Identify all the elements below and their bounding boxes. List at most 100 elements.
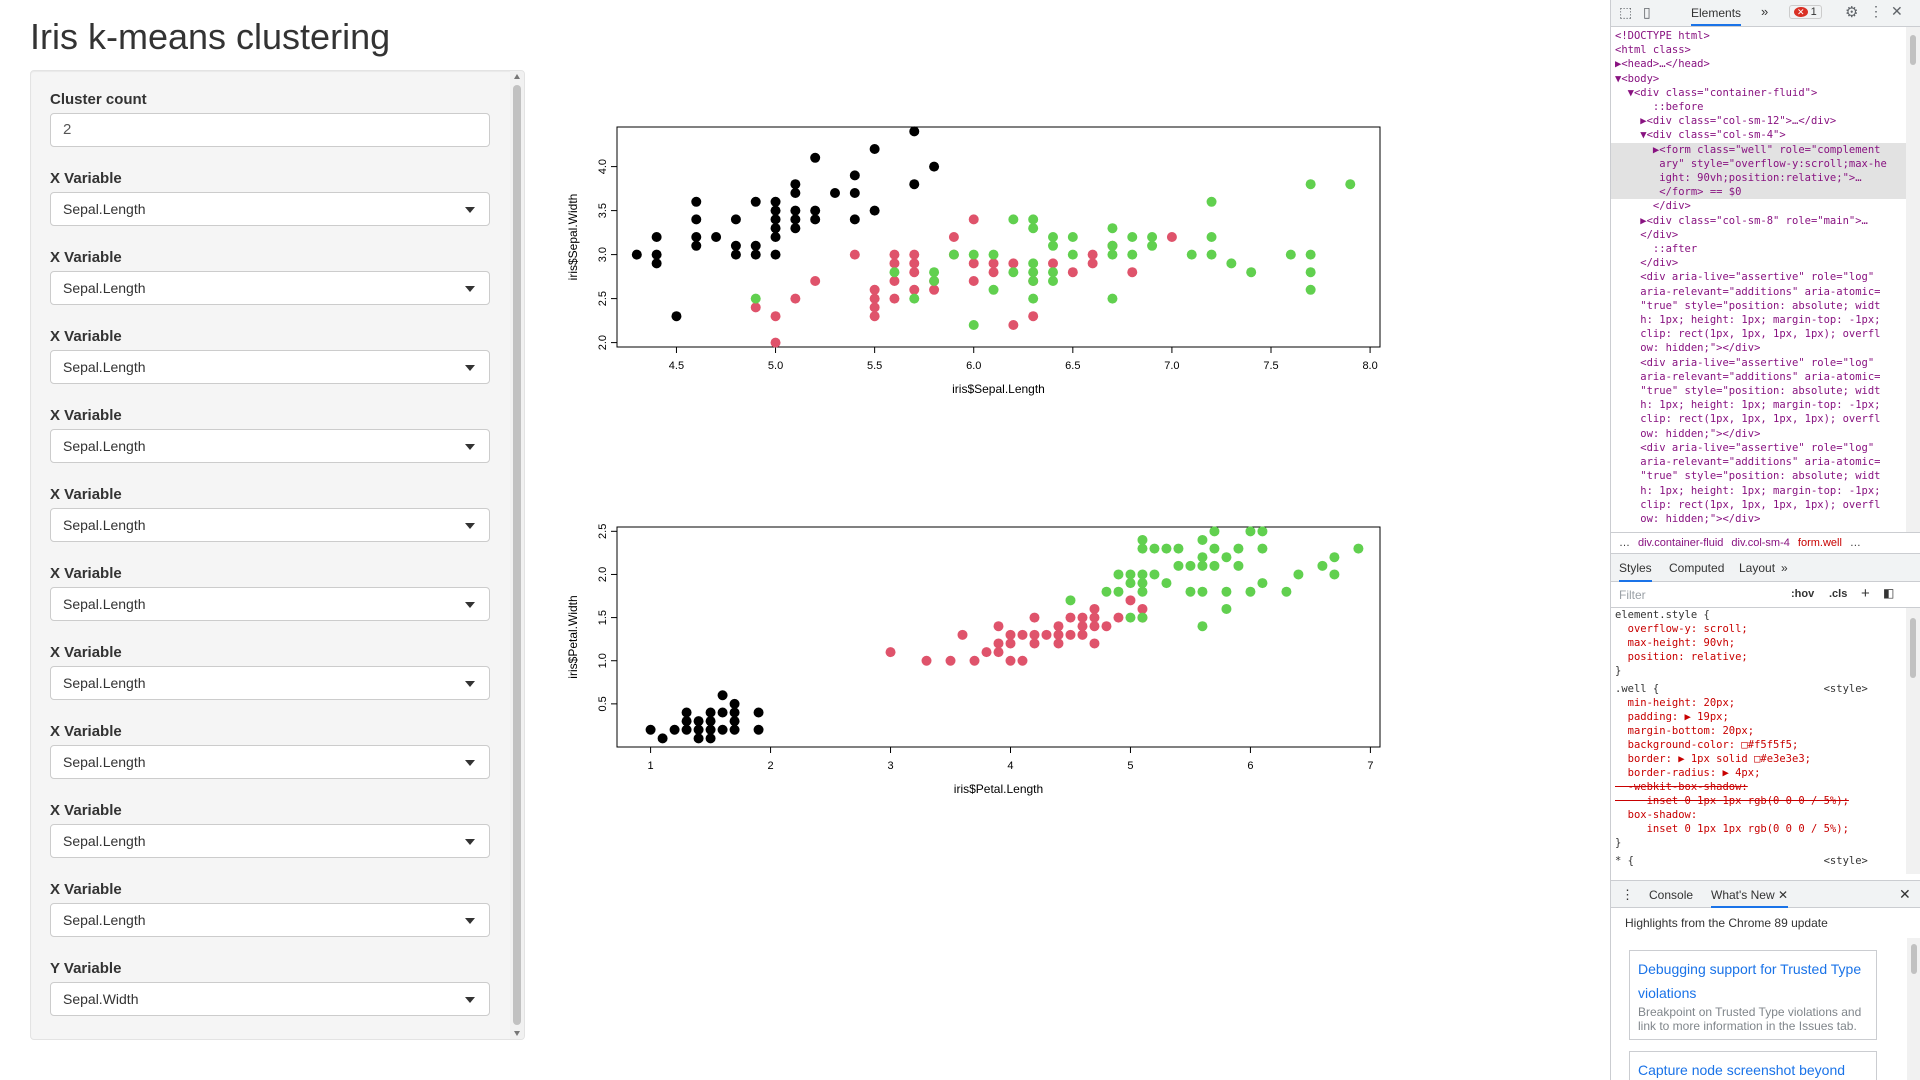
- style-rule-line[interactable]: box-shadow:: [1615, 809, 1698, 821]
- dom-node-line[interactable]: </div>: [1615, 200, 1691, 213]
- styles-scroll-thumb[interactable]: [1910, 618, 1916, 678]
- dom-node-line[interactable]: ▶<div class="col-sm-8" role="main">…: [1615, 214, 1868, 227]
- whats-new-card[interactable]: Debugging support for Trusted Type viola…: [1629, 950, 1877, 1040]
- dom-node-line[interactable]: ▶<form class="well" role="complement: [1611, 142, 1907, 157]
- dom-node-line[interactable]: <!DOCTYPE html>: [1615, 30, 1710, 42]
- dom-node-line[interactable]: ▼<div class="col-sm-4">: [1615, 129, 1786, 142]
- breadcrumb-item[interactable]: form.well: [1797, 537, 1842, 549]
- tab-whats-new[interactable]: What's New ✕: [1711, 888, 1789, 908]
- close-drawer-icon[interactable]: ✕: [1899, 886, 1911, 902]
- dom-node-line[interactable]: h: 1px; height: 1px; margin-top: -1px;: [1615, 484, 1881, 497]
- style-rule-line[interactable]: border: ▶ 1px solid □#e3e3e3;: [1615, 753, 1811, 765]
- style-rule-line[interactable]: }: [1615, 837, 1622, 849]
- drawer-scrollbar[interactable]: [1907, 938, 1920, 1080]
- x-variable-select[interactable]: Sepal.Length: [50, 350, 490, 384]
- dom-node-line[interactable]: "true" style="position: absolute; widt: [1615, 299, 1881, 312]
- dom-node-line[interactable]: ▼<div class="container-fluid">: [1615, 86, 1818, 99]
- dom-node-line[interactable]: ow: hidden;"></div>: [1615, 512, 1761, 525]
- dom-node-line[interactable]: <html class>: [1615, 44, 1691, 57]
- styles-tab[interactable]: Layout: [1739, 561, 1776, 575]
- settings-gear-icon[interactable]: ⚙: [1845, 4, 1859, 21]
- dom-node-line[interactable]: aria-relevant="additions" aria-atomic=: [1615, 456, 1881, 469]
- whats-new-card[interactable]: Capture node screenshot beyond: [1629, 1051, 1877, 1080]
- style-rule-line[interactable]: .well { <style>: [1615, 683, 1868, 695]
- x-variable-select[interactable]: Sepal.Length: [50, 508, 490, 542]
- x-variable-select[interactable]: Sepal.Length: [50, 903, 490, 937]
- y-variable-select[interactable]: Sepal.Width: [50, 982, 490, 1016]
- x-variable-select[interactable]: Sepal.Length: [50, 824, 490, 858]
- add-rule-icon[interactable]: +: [1861, 585, 1870, 602]
- styles-scrollbar[interactable]: [1906, 608, 1920, 874]
- kebab-menu-icon[interactable]: ⋮: [1869, 3, 1883, 19]
- dom-node-line[interactable]: <div aria-live="assertive" role="log": [1615, 356, 1875, 369]
- styles-pane[interactable]: element.style { overflow-y: scroll; max-…: [1611, 608, 1907, 874]
- styles-tab[interactable]: Computed: [1669, 561, 1725, 575]
- device-toolbar-icon[interactable]: ▯: [1643, 4, 1651, 20]
- dom-node-line[interactable]: ::before: [1615, 101, 1704, 114]
- x-variable-select[interactable]: Sepal.Length: [50, 192, 490, 226]
- dom-tree-scrollbar[interactable]: [1906, 27, 1920, 532]
- x-variable-select[interactable]: Sepal.Length: [50, 271, 490, 305]
- error-badge[interactable]: ✕ 1: [1789, 5, 1822, 19]
- style-rule-line[interactable]: inset 0 1px 1px rgb(0 0 0 / 5%);: [1615, 823, 1849, 835]
- drawer-scroll-thumb[interactable]: [1911, 944, 1917, 974]
- tab-elements[interactable]: Elements: [1691, 6, 1742, 26]
- dom-node-line[interactable]: </div>: [1615, 228, 1679, 241]
- x-variable-select[interactable]: Sepal.Length: [50, 745, 490, 779]
- sidebar-scrollbar[interactable]: [510, 71, 524, 1039]
- dom-node-line[interactable]: ▶<div class="col-sm-12">…</div>: [1615, 115, 1837, 128]
- scroll-down-arrow-icon[interactable]: [514, 1031, 520, 1036]
- style-rule-line[interactable]: position: relative;: [1615, 651, 1748, 663]
- hov-toggle[interactable]: :hov: [1791, 588, 1815, 600]
- dom-node-line[interactable]: ::after: [1615, 243, 1698, 256]
- style-rule-line[interactable]: margin-bottom: 20px;: [1615, 725, 1755, 737]
- x-variable-select[interactable]: Sepal.Length: [50, 666, 490, 700]
- styles-tab[interactable]: Styles: [1619, 561, 1652, 582]
- style-rule-line[interactable]: }: [1615, 665, 1622, 677]
- breadcrumb-item[interactable]: …: [1619, 537, 1630, 549]
- dom-node-line[interactable]: clip: rect(1px, 1px, 1px, 1px); overfl: [1615, 328, 1881, 341]
- dom-node-line[interactable]: h: 1px; height: 1px; margin-top: -1px;: [1615, 399, 1881, 412]
- x-variable-select[interactable]: Sepal.Length: [50, 429, 490, 463]
- dom-node-line[interactable]: h: 1px; height: 1px; margin-top: -1px;: [1615, 314, 1881, 327]
- scroll-up-arrow-icon[interactable]: [514, 74, 520, 79]
- dom-node-line[interactable]: aria-relevant="additions" aria-atomic=: [1615, 370, 1881, 383]
- dom-node-line[interactable]: ight: 90vh;position:relative;">…: [1611, 171, 1907, 186]
- dom-node-line[interactable]: ▶<head>…</head>: [1615, 58, 1710, 71]
- style-rule-line[interactable]: inset 0 1px 1px rgb(0 0 0 / 5%);: [1615, 795, 1849, 807]
- dom-node-line[interactable]: clip: rect(1px, 1px, 1px, 1px); overfl: [1615, 498, 1881, 511]
- style-rule-line[interactable]: padding: ▶ 19px;: [1615, 711, 1729, 723]
- drawer-menu-icon[interactable]: ⋮: [1621, 887, 1634, 902]
- breadcrumb-item[interactable]: div.container-fluid: [1638, 537, 1724, 549]
- breadcrumb-item[interactable]: …: [1849, 537, 1861, 549]
- dom-node-line[interactable]: ow: hidden;"></div>: [1615, 427, 1761, 440]
- dom-tree-scroll-thumb[interactable]: [1910, 35, 1916, 65]
- dom-node-line[interactable]: "true" style="position: absolute; widt: [1615, 470, 1881, 483]
- inspect-element-icon[interactable]: ⬚: [1619, 4, 1633, 20]
- dom-node-line[interactable]: ▼<body>: [1615, 72, 1660, 85]
- dom-tree[interactable]: <!DOCTYPE html> <html class> ▶<head>…</hea…: [1611, 27, 1907, 532]
- style-rule-line[interactable]: border-radius: ▶ 4px;: [1615, 767, 1761, 779]
- style-rule-line[interactable]: max-height: 90vh;: [1615, 637, 1736, 649]
- scroll-thumb[interactable]: [513, 85, 521, 1025]
- style-rule-line[interactable]: element.style {: [1615, 609, 1710, 621]
- style-rule-line[interactable]: * { <style>: [1615, 855, 1868, 867]
- dom-node-line[interactable]: <div aria-live="assertive" role="log": [1615, 271, 1875, 284]
- dom-node-line[interactable]: aria-relevant="additions" aria-atomic=: [1615, 285, 1881, 298]
- toggle-sidebar-icon[interactable]: ◧: [1883, 586, 1895, 600]
- styles-tab[interactable]: »: [1781, 561, 1788, 575]
- style-rule-line[interactable]: -webkit-box-shadow:: [1615, 781, 1748, 793]
- dom-node-line[interactable]: </div>: [1615, 257, 1679, 270]
- close-devtools-icon[interactable]: ✕: [1891, 3, 1903, 19]
- style-rule-line[interactable]: background-color: □#f5f5f5;: [1615, 739, 1799, 751]
- cluster-count-input[interactable]: 2: [50, 113, 490, 147]
- tab-console[interactable]: Console: [1649, 888, 1694, 902]
- dom-node-line[interactable]: ary" style="overflow-y:scroll;max-he: [1611, 156, 1907, 172]
- card-title[interactable]: Debugging support for Trusted Type viola…: [1638, 961, 1862, 1001]
- style-rule-line[interactable]: min-height: 20px;: [1615, 697, 1736, 709]
- card-title[interactable]: Capture node screenshot beyond: [1638, 1062, 1846, 1078]
- dom-node-line[interactable]: <div aria-live="assertive" role="log": [1615, 441, 1875, 454]
- style-rule-line[interactable]: overflow-y: scroll;: [1615, 623, 1748, 635]
- cls-toggle[interactable]: .cls: [1829, 588, 1848, 600]
- dom-node-line[interactable]: </form> == $0: [1611, 185, 1907, 200]
